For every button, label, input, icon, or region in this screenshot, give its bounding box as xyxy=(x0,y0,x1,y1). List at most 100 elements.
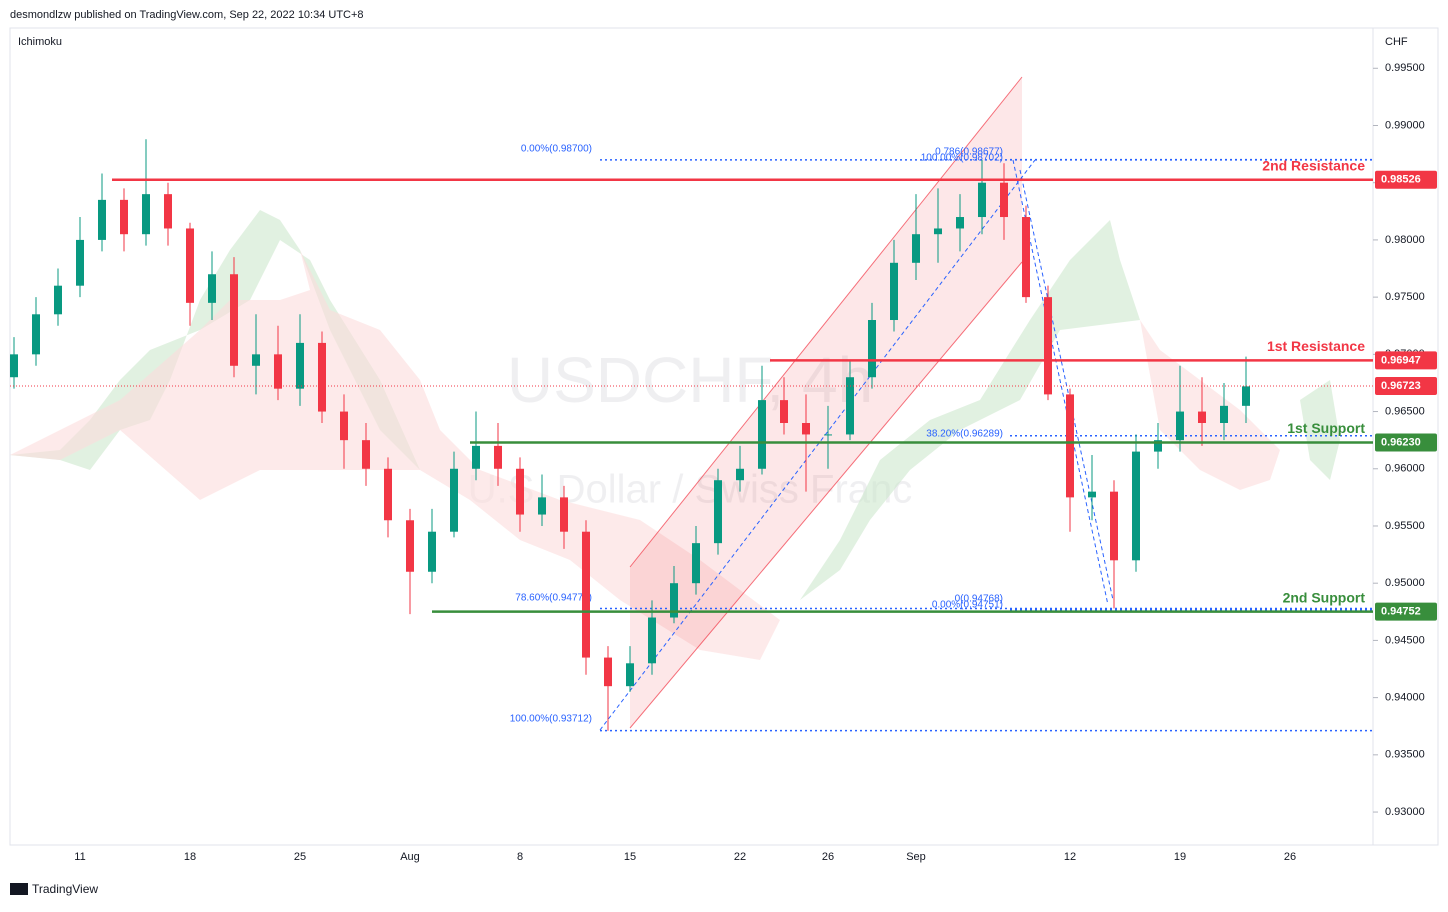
candle-body xyxy=(846,377,854,435)
x-tick-label: Aug xyxy=(400,851,420,863)
candle-body xyxy=(494,445,502,469)
x-tick-label: 11 xyxy=(74,851,85,863)
level-price-box xyxy=(1375,170,1437,189)
level-price-box xyxy=(1375,602,1437,621)
channel xyxy=(599,76,1114,731)
level-price-label: 0.98526 xyxy=(1381,174,1421,186)
candle-body xyxy=(340,411,348,441)
fib-label: 0.786(0.98677) xyxy=(935,147,1003,158)
level-price-label: 0.94752 xyxy=(1381,605,1421,617)
fib-label: 78.60%(0.94779) xyxy=(515,593,592,604)
cloud-red xyxy=(1140,320,1280,490)
candle-body xyxy=(252,354,260,366)
candle-body xyxy=(54,285,62,315)
candle-body xyxy=(516,468,524,515)
candle-body xyxy=(626,663,634,687)
candle-body xyxy=(76,239,84,286)
publisher-header: desmondlzw published on TradingView.com,… xyxy=(10,9,364,21)
candle-body xyxy=(1220,405,1228,423)
y-tick-label: 0.97500 xyxy=(1385,291,1425,303)
fib-label: 0(0.94768) xyxy=(955,594,1003,605)
fib-trend xyxy=(1012,159,1109,606)
cloud-green xyxy=(1300,380,1340,480)
cloud-green xyxy=(800,220,1140,600)
candle-body xyxy=(296,342,304,389)
y-tick-label: 0.95000 xyxy=(1385,577,1425,589)
candle-body xyxy=(428,531,436,572)
candle-body xyxy=(934,228,942,235)
y-tick-label: 0.96000 xyxy=(1385,463,1425,475)
candle-body xyxy=(802,422,810,435)
x-tick-label: 18 xyxy=(184,851,196,863)
candle-body xyxy=(1242,386,1250,406)
indicator-label: Ichimoku xyxy=(18,36,62,48)
fib-label: 0.00%(0.98700) xyxy=(521,144,592,155)
candle-body xyxy=(582,531,590,658)
price-axis-frame xyxy=(1372,27,1439,846)
candle-body xyxy=(736,468,744,481)
candle-body xyxy=(472,445,480,469)
candle-body xyxy=(120,199,128,235)
candle-body xyxy=(670,583,678,618)
level-price-box xyxy=(1375,433,1437,452)
x-tick-label: 15 xyxy=(624,851,636,863)
y-tick-label: 0.93000 xyxy=(1385,806,1425,818)
x-tick-label: 26 xyxy=(822,851,834,863)
fib-label: 0.00%(0.94751) xyxy=(932,600,1003,611)
candle-body xyxy=(274,354,282,389)
current-price-box xyxy=(1375,377,1437,396)
fib-label: 100.00%(0.93712) xyxy=(510,714,592,725)
candle-body xyxy=(208,274,216,303)
x-tick-label: 12 xyxy=(1064,851,1076,863)
level-price-label: 0.96230 xyxy=(1381,436,1421,448)
candle-body xyxy=(406,520,414,572)
level-name: 2nd Support xyxy=(1283,589,1366,605)
x-tick-label: 25 xyxy=(294,851,306,863)
candle-body xyxy=(538,497,546,515)
x-tick-label: 22 xyxy=(734,851,746,863)
logo xyxy=(10,883,28,895)
fib-label: 100.00%(0.98702) xyxy=(921,153,1003,164)
footer-brand: TradingView xyxy=(32,882,98,896)
fib-label: 38.20%(0.96289) xyxy=(926,429,1003,440)
candle-body xyxy=(1154,440,1162,452)
candle-body xyxy=(758,400,766,469)
candle-body xyxy=(362,440,370,469)
candle-body xyxy=(230,274,238,366)
candle-body xyxy=(164,194,172,229)
candle-body xyxy=(450,468,458,532)
candle-body xyxy=(648,617,656,664)
watermark: USDCHF, 4h xyxy=(507,344,873,416)
candle-body xyxy=(1110,491,1118,561)
candle-body xyxy=(32,314,40,355)
level-price-label: 0.96947 xyxy=(1381,354,1421,366)
y-tick-label: 0.99000 xyxy=(1385,119,1425,131)
fib-trend xyxy=(599,159,1036,731)
level-name: 1st Resistance xyxy=(1267,338,1365,354)
x-tick-label: Sep xyxy=(906,851,926,863)
x-tick-label: 26 xyxy=(1284,851,1296,863)
x-tick-label: 8 xyxy=(517,851,523,863)
channel-lower xyxy=(629,261,1023,729)
channel-fill xyxy=(630,77,1022,728)
level-name: 2nd Resistance xyxy=(1262,157,1365,173)
candle-body xyxy=(912,234,920,263)
channel-upper xyxy=(629,76,1023,568)
candle-body xyxy=(10,354,18,378)
candle-body xyxy=(890,262,898,321)
candle-body xyxy=(1066,394,1074,498)
candle-body xyxy=(318,342,326,412)
candle-body xyxy=(824,434,832,436)
y-tick-label: 0.94000 xyxy=(1385,692,1425,704)
candle-body xyxy=(978,182,986,218)
candle-body xyxy=(604,657,612,687)
y-tick-label: 0.94500 xyxy=(1385,634,1425,646)
level-name: 1st Support xyxy=(1287,420,1365,436)
level-price-box xyxy=(1375,351,1437,370)
candle-body xyxy=(1044,297,1052,395)
candle-body xyxy=(560,497,568,532)
candle-body xyxy=(1198,411,1206,423)
candle-body xyxy=(1088,491,1096,498)
candle-body xyxy=(714,480,722,544)
candle-body xyxy=(956,217,964,229)
